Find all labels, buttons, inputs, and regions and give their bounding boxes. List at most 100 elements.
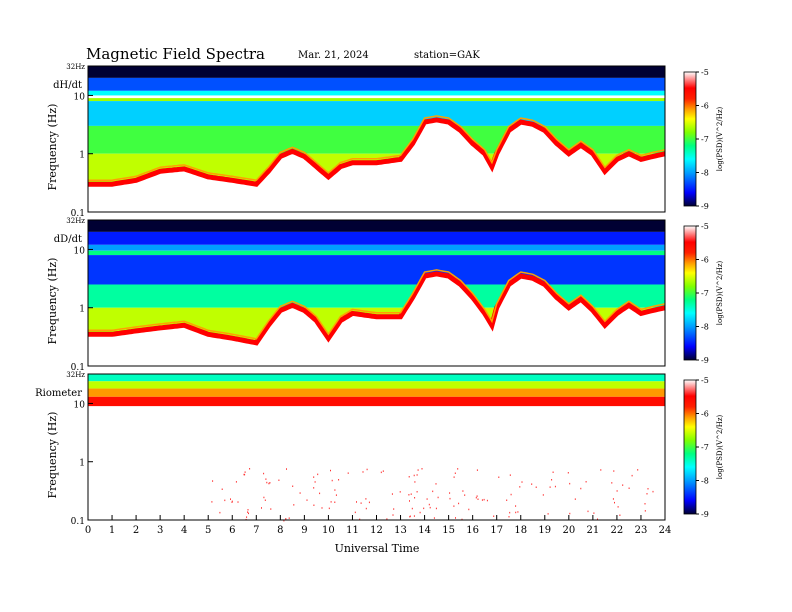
noise-dot: [476, 469, 478, 471]
noise-dot: [313, 504, 315, 506]
noise-dot: [551, 479, 553, 481]
noise-dot: [613, 470, 615, 472]
noise-dot: [617, 506, 619, 508]
noise-dot: [265, 478, 267, 480]
y-tick-label: 10: [74, 92, 86, 102]
noise-dot: [567, 472, 569, 474]
noise-dot: [435, 483, 437, 485]
noise-dot: [637, 469, 639, 471]
noise-dot: [515, 511, 517, 514]
x-tick-label: 22: [611, 525, 624, 536]
colorbar-tick-label: -7: [701, 135, 709, 144]
noise-dot: [314, 481, 316, 483]
colorbar-tick-label: -8: [701, 169, 709, 178]
noise-dot: [247, 511, 249, 513]
noise-dot: [335, 494, 337, 496]
noise-dot: [391, 493, 393, 495]
noise-dot: [386, 518, 388, 520]
x-tick-label: 2: [133, 525, 139, 536]
noise-dot: [498, 476, 500, 478]
noise-dot: [313, 487, 315, 489]
noise-dot: [531, 483, 533, 485]
noise-dot: [628, 487, 630, 489]
noise-dot: [547, 513, 549, 515]
noise-dot: [453, 505, 455, 507]
noise-dot: [231, 500, 233, 503]
noise-dot: [493, 515, 495, 517]
noise-dot: [483, 498, 485, 501]
noise-dot: [365, 507, 367, 510]
noise-dot: [509, 474, 511, 476]
noise-dot: [380, 471, 382, 474]
noise-dot: [631, 474, 633, 477]
noise-dot: [334, 489, 336, 491]
noise-dot: [646, 493, 648, 495]
noise-dot: [569, 482, 571, 485]
noise-dot: [552, 471, 554, 473]
noise-dot: [554, 485, 556, 488]
noise-dot: [330, 469, 331, 472]
noise-dot: [453, 476, 455, 478]
noise-dot: [432, 490, 434, 493]
colorbar-tick-label: -5: [701, 376, 709, 385]
x-tick-label: 18: [514, 525, 527, 536]
noise-dot: [644, 510, 646, 512]
x-tick-label: 13: [394, 525, 407, 536]
noise-dot: [212, 480, 214, 482]
noise-dot: [580, 487, 582, 490]
x-tick-label: 4: [181, 525, 187, 536]
noise-dot: [416, 491, 418, 493]
noise-dot: [278, 479, 280, 481]
noise-dot: [542, 494, 544, 496]
noise-dot: [246, 516, 248, 518]
noise-dot: [508, 516, 510, 518]
noise-dot: [354, 511, 356, 514]
colorbar-tick-label: -5: [701, 222, 709, 231]
noise-dot: [334, 501, 336, 503]
spectral-band: [88, 66, 665, 78]
spectral-band: [88, 244, 665, 251]
y-axis-label: Frequency (Hz): [46, 104, 59, 191]
noise-dot: [211, 501, 213, 503]
noise-dot: [347, 472, 349, 474]
colorbar-tick-label: -9: [701, 510, 709, 519]
noise-dot: [461, 518, 463, 521]
noise-dot: [611, 482, 613, 484]
noise-dot: [270, 508, 272, 510]
x-tick-label: 6: [229, 525, 235, 536]
y-tick-label: 32Hz: [66, 63, 85, 71]
noise-dot: [230, 498, 231, 500]
noise-dot: [458, 502, 460, 505]
x-tick-label: 3: [157, 525, 163, 536]
noise-dot: [321, 507, 323, 509]
noise-dot: [417, 469, 419, 471]
noise-dot: [382, 470, 384, 472]
x-tick-label: 9: [301, 525, 307, 536]
colorbar: [683, 71, 697, 207]
y-tick-label: 0.1: [71, 209, 85, 219]
noise-dot: [299, 492, 301, 494]
noise-dot: [414, 497, 416, 499]
y-axis-label: Frequency (Hz): [46, 258, 59, 345]
noise-dot: [413, 515, 415, 517]
noise-dot: [535, 486, 537, 488]
y-tick-label: 32Hz: [66, 371, 85, 379]
panel-dd-dt: dD/dt 32Hz 10 1 0.1 Frequency (Hz) -5 -6 -7 -8 -9 l…: [46, 217, 724, 373]
spectral-band: [88, 90, 665, 96]
noise-dot: [549, 486, 551, 488]
noise-dot: [292, 485, 294, 487]
x-tick-label: 24: [659, 525, 672, 536]
noise-dot: [409, 500, 410, 502]
noise-dot: [288, 517, 290, 519]
high-power-region: [88, 273, 665, 366]
power-boundary-edge: [88, 271, 666, 346]
noise-dot: [614, 501, 615, 504]
colorbar-tick-label: -8: [701, 323, 709, 332]
noise-dot: [413, 474, 415, 477]
colorbar-tick-label: -9: [701, 356, 709, 365]
noise-dot: [457, 468, 459, 470]
x-tick-label: 21: [587, 525, 600, 536]
noise-dot: [359, 518, 361, 521]
noise-dot: [569, 512, 571, 515]
riometer-noise: [211, 468, 654, 522]
